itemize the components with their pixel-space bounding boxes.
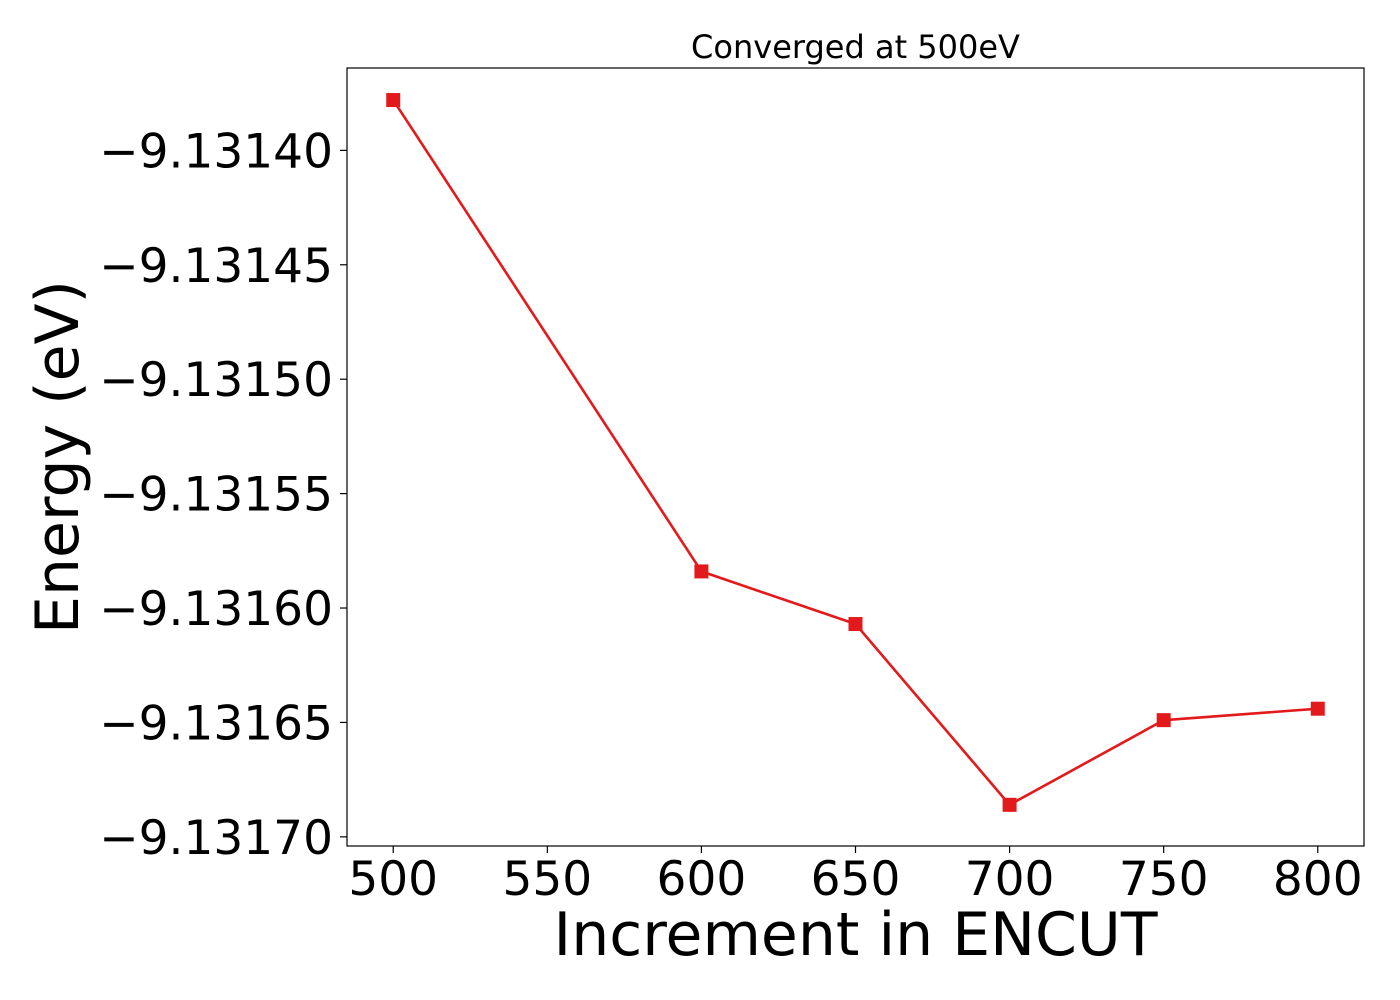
x-tick-label: 700 bbox=[965, 852, 1055, 907]
y-axis-title: Energy (eV) bbox=[23, 280, 93, 634]
x-tick-label: 650 bbox=[811, 852, 901, 907]
y-axis: −9.13140 −9.13145 −9.13150 −9.13155 −9.13160… bbox=[99, 124, 347, 866]
x-tick-label: 600 bbox=[657, 852, 747, 907]
data-point-marker bbox=[1310, 701, 1325, 716]
series-line bbox=[392, 99, 1318, 807]
y-tick-label: −9.13140 bbox=[99, 124, 333, 179]
x-axis-title: Increment in ENCUT bbox=[554, 900, 1158, 970]
y-tick-label: −9.13145 bbox=[99, 239, 333, 294]
data-point-marker bbox=[1156, 713, 1171, 728]
x-tick-label: 550 bbox=[502, 852, 592, 907]
data-point-marker bbox=[386, 93, 401, 108]
data-point-marker bbox=[694, 564, 709, 579]
x-axis: 500 550 600 650 700 750 800 bbox=[348, 846, 1363, 907]
y-tick-label: −9.13150 bbox=[99, 353, 333, 408]
y-tick-label: −9.13165 bbox=[99, 696, 333, 751]
y-tick-label: −9.13155 bbox=[99, 468, 333, 523]
series-layer bbox=[386, 93, 1325, 812]
plot-area-frame bbox=[346, 67, 1365, 847]
data-point-marker bbox=[1002, 797, 1017, 812]
x-tick-label: 750 bbox=[1119, 852, 1209, 907]
x-tick-label: 500 bbox=[348, 852, 438, 907]
y-tick-label: −9.13160 bbox=[99, 582, 333, 637]
data-point-marker bbox=[848, 617, 863, 632]
y-tick-label: −9.13170 bbox=[99, 811, 333, 866]
x-tick-label: 800 bbox=[1273, 852, 1363, 907]
chart-title: Converged at 500eV bbox=[691, 28, 1020, 66]
